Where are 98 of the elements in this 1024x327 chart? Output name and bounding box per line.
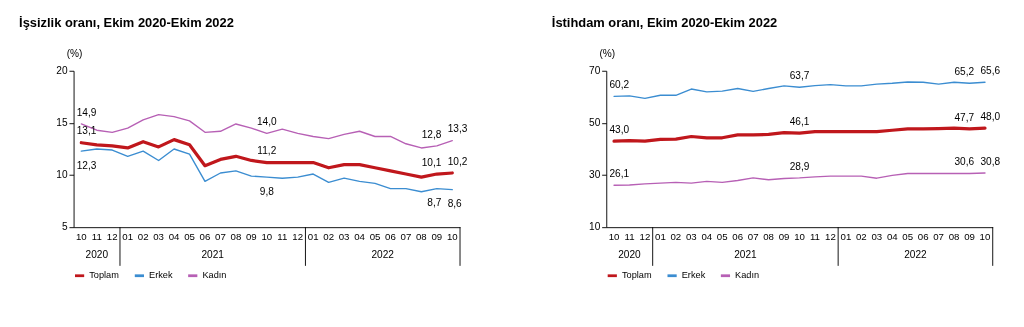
- x-tick-label: 10: [608, 231, 620, 243]
- x-tick-label: 07: [747, 231, 759, 243]
- text: 2020: [618, 248, 642, 260]
- x-tick-label: 01: [840, 231, 852, 243]
- x-tick-label: 02: [855, 231, 867, 243]
- x-tick-label: 10: [794, 231, 805, 243]
- x-tick-label: 06: [732, 231, 744, 243]
- data-label: 10,1: [421, 156, 442, 168]
- data-label: 30,8: [980, 155, 1001, 167]
- x-tick-label: 10: [446, 231, 458, 243]
- x-tick-label: 10: [75, 231, 87, 243]
- x-tick-label: 11: [624, 231, 635, 243]
- x-tick-label: 04: [701, 231, 713, 243]
- x-tick-label: 07: [400, 231, 412, 243]
- y-tick-label: 5: [62, 221, 68, 233]
- data-label: 30,6: [954, 156, 975, 168]
- data-label: 12,3: [76, 159, 97, 171]
- y-tick-label: 10: [56, 169, 68, 181]
- text: 2021: [734, 248, 758, 260]
- legend-label: Erkek: [681, 270, 706, 281]
- legend-label: Kadın: [735, 270, 760, 281]
- text: 2020: [85, 248, 109, 260]
- x-tick-label: 02: [137, 231, 149, 243]
- x-tick-label: 02: [323, 231, 335, 243]
- x-tick-label: 12: [106, 231, 118, 243]
- legend-label: Toplam: [89, 270, 120, 281]
- y-axis-title: (%): [599, 47, 616, 59]
- y-tick-label: 20: [56, 65, 68, 77]
- x-tick-label: 07: [933, 231, 944, 243]
- x-tick-label: 11: [91, 231, 102, 243]
- x-tick-label: 03: [685, 231, 697, 243]
- data-label: 46,1: [789, 115, 810, 127]
- data-label: 63,7: [789, 69, 810, 81]
- x-tick-label: 03: [871, 231, 883, 243]
- x-tick-label: 04: [168, 231, 181, 243]
- data-label: 26,1: [609, 167, 630, 179]
- x-tick-label: 05: [902, 231, 914, 243]
- x-tick-label: 10: [979, 231, 991, 243]
- x-tick-label: 08: [416, 231, 427, 243]
- x-tick-label: 12: [639, 231, 651, 243]
- data-label: 12,8: [421, 128, 442, 140]
- data-label: 14,0: [256, 116, 278, 128]
- x-tick-label: 04: [886, 231, 899, 243]
- data-label: 48,0: [980, 110, 1001, 122]
- x-tick-label: 09: [245, 231, 257, 243]
- x-tick-label: 05: [184, 231, 195, 243]
- y-tick-label: 70: [589, 65, 601, 77]
- x-tick-label: 08: [948, 231, 960, 243]
- data-label: 13,1: [76, 125, 97, 137]
- x-tick-label: 05: [716, 231, 728, 243]
- x-tick-label: 09: [964, 231, 975, 243]
- data-label: 13,3: [447, 123, 468, 135]
- x-tick-label: 08: [230, 231, 242, 243]
- data-label: 60,2: [609, 79, 630, 91]
- text: 2021: [201, 248, 225, 260]
- x-tick-label: 03: [338, 231, 350, 243]
- x-tick-label: 02: [670, 231, 682, 243]
- x-tick-label: 06: [385, 231, 396, 243]
- x-tick-label: 03: [153, 231, 164, 243]
- text: 2022: [904, 248, 928, 260]
- data-label: 9,8: [259, 185, 275, 197]
- x-tick-label: 09: [778, 231, 790, 243]
- chart-title: İşsizlik oranı, Ekim 2020-Ekim 2022: [19, 14, 234, 30]
- data-label: 11,2: [257, 145, 277, 157]
- x-tick-label: 04: [354, 231, 366, 243]
- legend-label: Toplam: [621, 270, 652, 281]
- legend-label: Erkek: [149, 270, 173, 281]
- x-tick-label: 07: [215, 231, 226, 243]
- x-tick-label: 06: [917, 231, 929, 243]
- x-tick-label: 09: [431, 231, 443, 243]
- x-tick-label: 11: [809, 231, 820, 243]
- data-label: 65,2: [954, 66, 975, 78]
- x-tick-label: 01: [122, 231, 134, 243]
- y-axis-title: (%): [66, 47, 83, 59]
- x-tick-label: 11: [277, 231, 288, 243]
- data-label: 14,9: [76, 106, 97, 118]
- data-label: 8,7: [427, 197, 442, 209]
- x-tick-label: 08: [763, 231, 774, 243]
- chart-title: İstihdam oranı, Ekim 2020-Ekim 2022: [551, 14, 778, 30]
- data-label: 43,0: [609, 123, 630, 135]
- x-tick-label: 10: [261, 231, 273, 243]
- legend-label: Kadın: [202, 270, 227, 281]
- data-label: 47,7: [954, 111, 975, 123]
- y-tick-label: 30: [589, 169, 601, 181]
- data-label: 65,6: [980, 64, 1001, 76]
- x-tick-label: 05: [369, 231, 381, 243]
- text: 2022: [371, 248, 395, 260]
- y-tick-label: 10: [589, 221, 601, 233]
- y-tick-label: 50: [589, 117, 601, 129]
- data-label: 28,9: [789, 160, 810, 172]
- x-tick-label: 12: [292, 231, 304, 243]
- data-label: 10,2: [447, 155, 468, 167]
- data-label: 8,6: [447, 198, 463, 210]
- x-tick-label: 06: [199, 231, 211, 243]
- x-tick-label: 12: [825, 231, 836, 243]
- y-tick-label: 15: [56, 117, 68, 129]
- x-tick-label: 01: [655, 231, 666, 243]
- x-tick-label: 01: [307, 231, 319, 243]
